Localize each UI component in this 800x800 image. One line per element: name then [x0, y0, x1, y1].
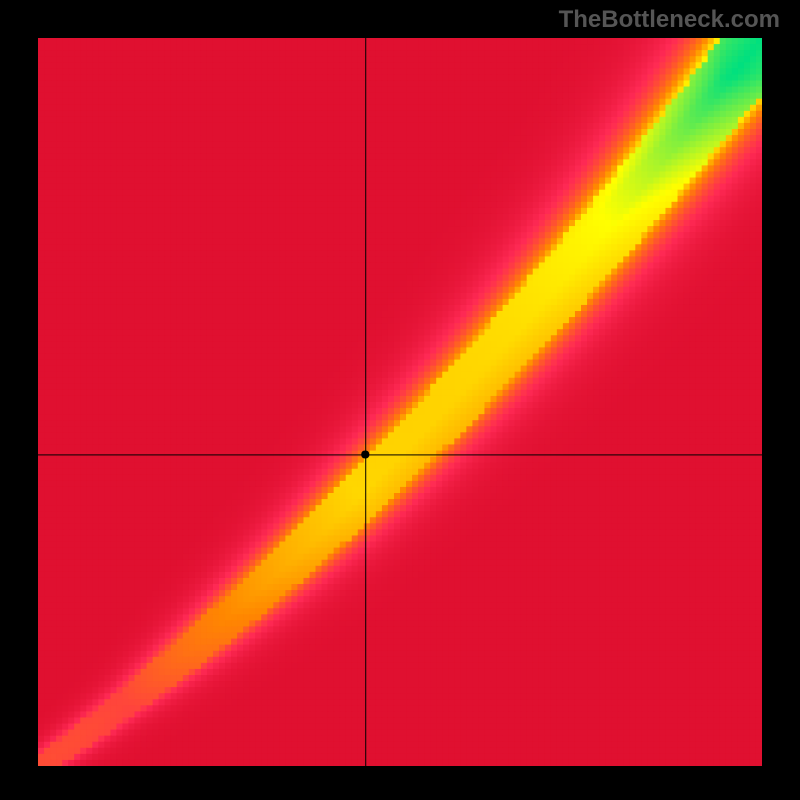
- heatmap-plot: [38, 38, 762, 766]
- heatmap-canvas: [38, 38, 762, 766]
- chart-container: TheBottleneck.com: [0, 0, 800, 800]
- watermark-text: TheBottleneck.com: [559, 6, 780, 34]
